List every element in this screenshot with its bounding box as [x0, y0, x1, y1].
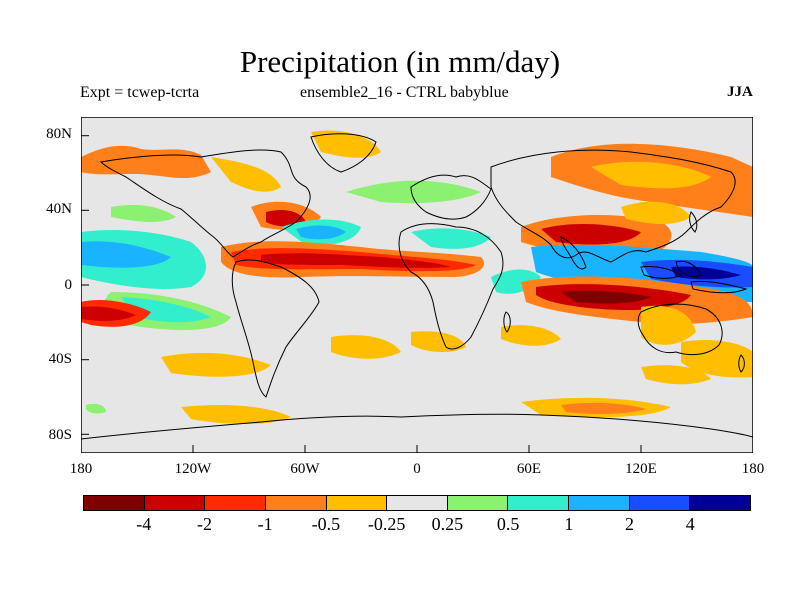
colorbar-label: 2	[625, 514, 635, 534]
colorbar-label: -4	[136, 514, 152, 534]
colorbar-segment	[387, 496, 448, 510]
colorbar-segment	[144, 496, 206, 510]
colorbar-segment	[205, 496, 266, 510]
ensemble-label: ensemble2_16 - CTRL babyblue	[300, 84, 509, 101]
colorbar-segment	[690, 496, 751, 510]
lon-label-60e: 60E	[516, 461, 542, 477]
precip-map	[81, 117, 753, 453]
colorbar-segment	[629, 496, 691, 510]
lon-label-180e: 180	[741, 461, 765, 477]
lat-label-80n: 80N	[46, 126, 72, 142]
lon-label-60w: 60W	[290, 461, 320, 477]
colorbar-label: 1	[564, 514, 574, 534]
colorbar-label: 0.5	[496, 514, 520, 534]
colorbar-label: -2	[196, 514, 212, 534]
lon-label-120e: 120E	[625, 461, 657, 477]
colorbar-label: -0.25	[367, 514, 406, 534]
colorbar-segment	[326, 496, 388, 510]
colorbar-segment	[265, 496, 327, 510]
lon-label-120w: 120W	[174, 461, 212, 477]
colorbar-segment	[508, 496, 570, 510]
season-label: JJA	[727, 84, 753, 100]
lat-label-40n: 40N	[46, 201, 72, 217]
axis-ticks	[81, 135, 642, 453]
colorbar	[83, 495, 751, 511]
lon-label-180w: 180	[69, 461, 93, 477]
colorbar-label: 4	[685, 514, 695, 534]
lon-label-0: 0	[413, 461, 421, 477]
colorbar-label: 0.25	[431, 514, 464, 534]
colorbar-segment	[84, 496, 145, 510]
colorbar-label: -0.5	[311, 514, 341, 534]
lat-label-40s: 40S	[48, 351, 72, 367]
lat-label-0: 0	[64, 277, 73, 293]
plot-title: Precipitation (in mm/day)	[239, 44, 561, 79]
colorbar-segment	[569, 496, 630, 510]
experiment-label: Expt = tcwep-tcrta	[80, 84, 200, 101]
colorbar-segment	[447, 496, 509, 510]
colorbar-label: -1	[257, 514, 273, 534]
coastlines	[81, 133, 753, 440]
lat-label-80s: 80S	[48, 427, 72, 443]
